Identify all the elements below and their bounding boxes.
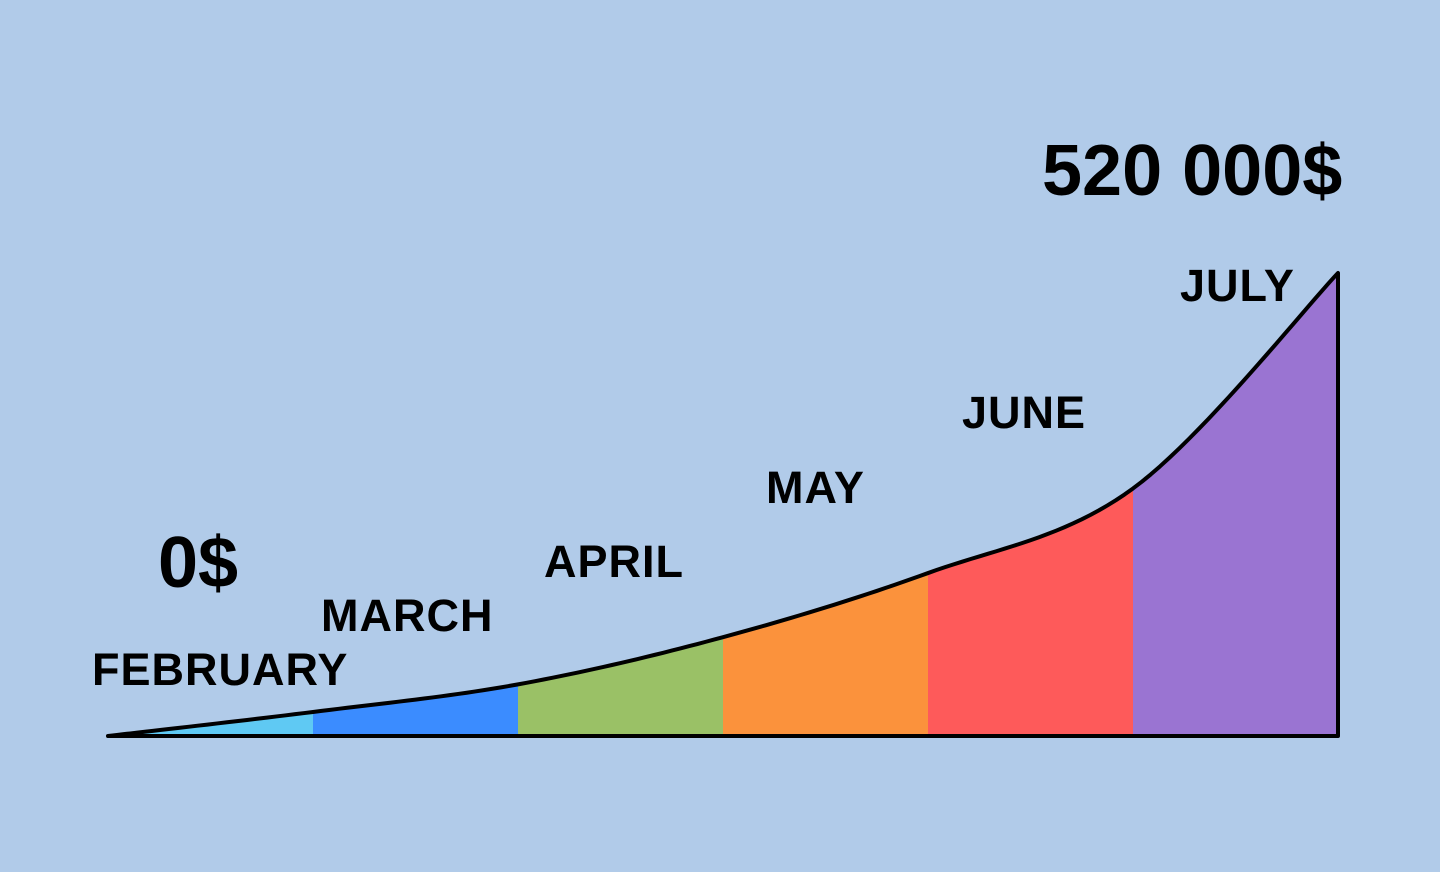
month-label-april: APRIL xyxy=(544,536,684,587)
month-label-july: JULY xyxy=(1180,260,1295,311)
month-label-june: JUNE xyxy=(962,387,1086,438)
segment-march xyxy=(313,684,518,736)
chart-outline xyxy=(106,271,1340,738)
segment-april xyxy=(518,637,723,736)
month-label-may: MAY xyxy=(766,462,865,513)
month-label-february: FEBRUARY xyxy=(92,644,348,695)
chart-segments xyxy=(108,273,1338,736)
month-label-march: MARCH xyxy=(321,590,493,641)
segment-july xyxy=(1133,273,1338,736)
segment-february xyxy=(108,711,313,736)
start-value-label: 0$ xyxy=(158,523,238,603)
segment-june xyxy=(928,488,1133,736)
segment-may xyxy=(723,573,928,736)
end-value-label: 520 000$ xyxy=(1042,131,1342,211)
